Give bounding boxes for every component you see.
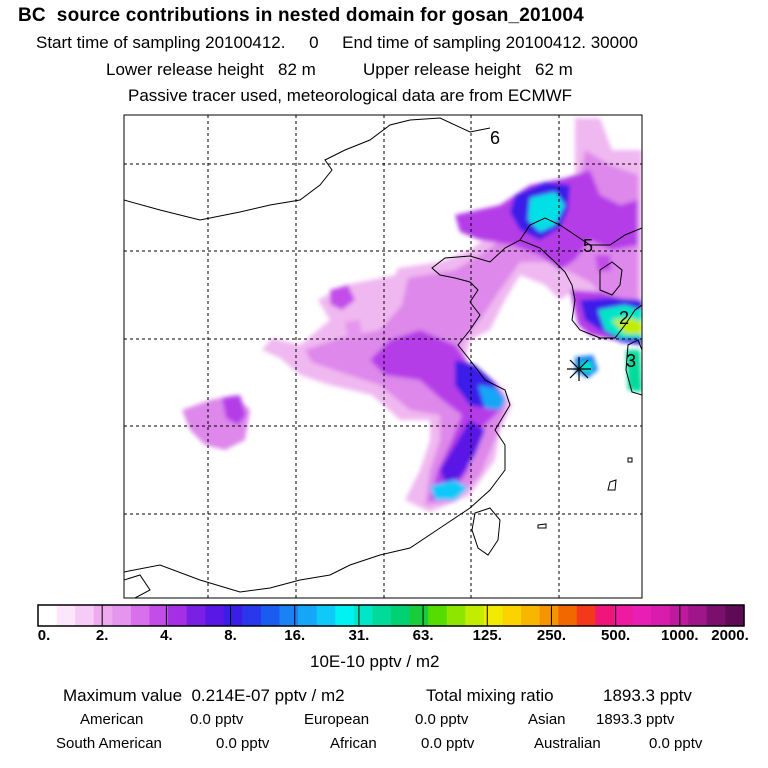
star-icon: [567, 357, 591, 381]
colorbar-cell: [539, 605, 559, 626]
total-mixing-ratio-label: Total mixing ratio: [426, 686, 554, 705]
maximum-value: Maximum value 0.214E-07 pptv / m2: [63, 686, 345, 705]
colorbar-cell: [502, 605, 522, 626]
colorbar-tick-label: 8.: [224, 627, 237, 644]
tracer-info-line: Passive tracer used, meteorological data…: [128, 86, 573, 105]
colorbar-tick-label: 125.: [472, 627, 502, 644]
region-value-european: 0.0 pptv: [415, 711, 469, 728]
colorbar-cell: [613, 605, 634, 626]
colorbar-cell: [335, 605, 355, 626]
colorbar-tick-label: 31.: [348, 627, 370, 644]
colorbar-cell: [688, 605, 708, 626]
colorbar-cell: [669, 605, 689, 626]
colorbar-cell: [149, 605, 169, 626]
region-value-african: 0.0 pptv: [421, 735, 475, 752]
colorbar-cell: [632, 605, 652, 626]
region-name-european: European: [304, 711, 370, 728]
colorbar-tick-label: 4.: [160, 627, 173, 644]
colorbar-cell: [521, 605, 541, 626]
region-name-south-american: South American: [56, 735, 162, 752]
sampling-time-line: Start time of sampling 20100412. 0 End t…: [36, 33, 638, 52]
region-value-asian: 1893.3 pptv: [596, 711, 675, 728]
colorbar-tick-label: 2000.: [711, 627, 749, 644]
colorbar-cell: [316, 605, 336, 626]
colorbar-cell: [223, 605, 243, 626]
colorbar-cell: [558, 605, 578, 626]
colorbar-tick-label: 250.: [536, 627, 567, 644]
region-name-american: American: [80, 711, 144, 728]
colorbar-cell: [75, 605, 95, 626]
colorbar-tick-label: 1000.: [661, 627, 699, 644]
colorbar-unit: 10E-10 pptv / m2: [310, 652, 440, 671]
region-name-african: African: [330, 735, 377, 752]
colorbar-tick-label: 500.: [601, 627, 631, 644]
colorbar-cell: [205, 605, 225, 626]
colorbar-cell: [38, 605, 58, 626]
colorbar-cell: [725, 605, 745, 626]
colorbar-cell: [168, 605, 188, 626]
region-label-2: 2: [619, 308, 629, 328]
colorbar-cell: [56, 605, 76, 626]
colorbar-cell: [428, 605, 448, 626]
lat-lon-grid: [124, 115, 642, 598]
colorbar-cell: [130, 605, 151, 626]
release-height-line: Lower release height 82 m Upper release …: [106, 60, 573, 79]
colorbar-cell: [186, 605, 206, 626]
colorbar-cell: [465, 605, 485, 626]
colorbar-cell: [242, 605, 262, 626]
colorbar-cell: [409, 605, 429, 626]
colorbar-cell: [112, 605, 132, 626]
total-mixing-ratio-value: 1893.3 pptv: [603, 686, 692, 705]
region-value-american: 0.0 pptv: [190, 711, 244, 728]
colorbar-cell: [576, 605, 596, 626]
region-name-australian: Australian: [534, 735, 601, 752]
colorbar-tick-label: 16.: [284, 627, 306, 644]
map-frame: [123, 114, 643, 599]
colorbar-cell: [483, 605, 504, 626]
region-value-australian: 0.0 pptv: [649, 735, 703, 752]
colorbar-cell: [372, 605, 392, 626]
region-label-5: 5: [583, 236, 593, 256]
colorbar-cell: [706, 605, 727, 626]
colorbar-cell: [391, 605, 411, 626]
colorbar-cell: [446, 605, 466, 626]
region-label-6: 6: [490, 128, 500, 148]
region-label-3: 3: [626, 351, 636, 371]
colorbar-cell: [595, 605, 615, 626]
map-title: BC source contributions in nested domain…: [18, 5, 584, 26]
region-value-south-american: 0.0 pptv: [216, 735, 270, 752]
colorbar-tick-label: 0.: [37, 627, 51, 644]
colorbar-tick-label: 2.: [95, 627, 109, 644]
region-name-asian: Asian: [528, 711, 566, 728]
colorbar-cell: [279, 605, 299, 626]
colorbar-tick-label: 63.: [412, 627, 434, 644]
colorbar-cell: [651, 605, 671, 626]
coastline-lines: [124, 117, 642, 598]
colorbar-cell: [93, 605, 113, 626]
colorbar-cell: [353, 605, 374, 626]
colorbar-cell: [298, 605, 318, 626]
colorbar-cell: [260, 605, 281, 626]
